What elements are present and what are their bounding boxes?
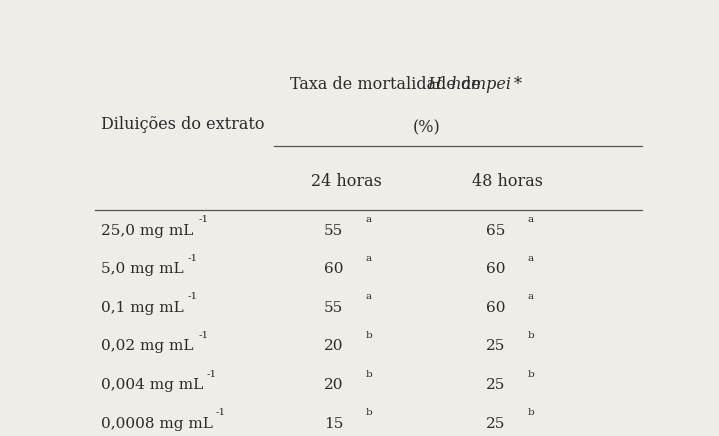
Text: H. hampei: H. hampei [427,76,511,93]
Text: 60: 60 [485,301,505,315]
Text: b: b [366,331,372,340]
Text: (%): (%) [413,119,441,136]
Text: 25: 25 [485,378,505,392]
Text: a: a [366,215,372,224]
Text: 25,0 mg mL: 25,0 mg mL [101,224,193,238]
Text: 60: 60 [324,262,344,276]
Text: -1: -1 [198,215,209,224]
Text: 55: 55 [324,224,343,238]
Text: 15: 15 [324,416,343,431]
Text: 25: 25 [485,416,505,431]
Text: 60: 60 [485,262,505,276]
Text: 0,02 mg mL: 0,02 mg mL [101,339,193,353]
Text: 0,0008 mg mL: 0,0008 mg mL [101,416,213,431]
Text: 5,0 mg mL: 5,0 mg mL [101,262,183,276]
Text: a: a [527,254,533,263]
Text: 48 horas: 48 horas [472,173,544,190]
Text: 65: 65 [485,224,505,238]
Text: b: b [527,370,534,378]
Text: a: a [527,215,533,224]
Text: -1: -1 [188,293,198,301]
Text: -1: -1 [198,331,209,340]
Text: b: b [366,370,372,378]
Text: *: * [513,76,521,93]
Text: b: b [366,408,372,417]
Text: 24 horas: 24 horas [311,173,382,190]
Text: Taxa de mortalidade de: Taxa de mortalidade de [290,76,486,93]
Text: -1: -1 [215,408,225,417]
Text: -1: -1 [207,370,217,378]
Text: 20: 20 [324,378,344,392]
Text: b: b [527,408,534,417]
Text: 25: 25 [485,339,505,353]
Text: Diluições do extrato: Diluições do extrato [101,116,265,133]
Text: a: a [366,293,372,301]
Text: b: b [527,331,534,340]
Text: 0,004 mg mL: 0,004 mg mL [101,378,203,392]
Text: 0,1 mg mL: 0,1 mg mL [101,301,184,315]
Text: a: a [366,254,372,263]
Text: a: a [527,293,533,301]
Text: -1: -1 [188,254,198,263]
Text: 55: 55 [324,301,343,315]
Text: 20: 20 [324,339,344,353]
